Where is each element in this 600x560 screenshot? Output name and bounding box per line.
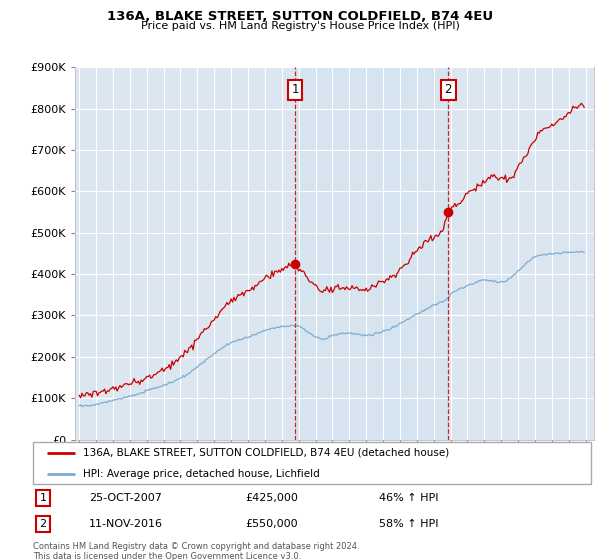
Text: 11-NOV-2016: 11-NOV-2016 (89, 519, 163, 529)
Text: 1: 1 (40, 493, 47, 503)
Text: £425,000: £425,000 (245, 493, 298, 503)
FancyBboxPatch shape (33, 442, 591, 484)
Bar (295, 67, 448, 440)
Text: 46% ↑ HPI: 46% ↑ HPI (379, 493, 439, 503)
Text: HPI: Average price, detached house, Lichfield: HPI: Average price, detached house, Lich… (83, 469, 320, 479)
Text: 1: 1 (292, 83, 299, 96)
Text: 136A, BLAKE STREET, SUTTON COLDFIELD, B74 4EU (detached house): 136A, BLAKE STREET, SUTTON COLDFIELD, B7… (83, 448, 449, 458)
Text: £550,000: £550,000 (245, 519, 298, 529)
Text: Price paid vs. HM Land Registry's House Price Index (HPI): Price paid vs. HM Land Registry's House … (140, 21, 460, 31)
Text: 136A, BLAKE STREET, SUTTON COLDFIELD, B74 4EU: 136A, BLAKE STREET, SUTTON COLDFIELD, B7… (107, 10, 493, 23)
Text: 25-OCT-2007: 25-OCT-2007 (89, 493, 161, 503)
Text: 58% ↑ HPI: 58% ↑ HPI (379, 519, 439, 529)
Text: 2: 2 (40, 519, 47, 529)
Text: Contains HM Land Registry data © Crown copyright and database right 2024.
This d: Contains HM Land Registry data © Crown c… (33, 542, 359, 560)
Text: 2: 2 (445, 83, 452, 96)
